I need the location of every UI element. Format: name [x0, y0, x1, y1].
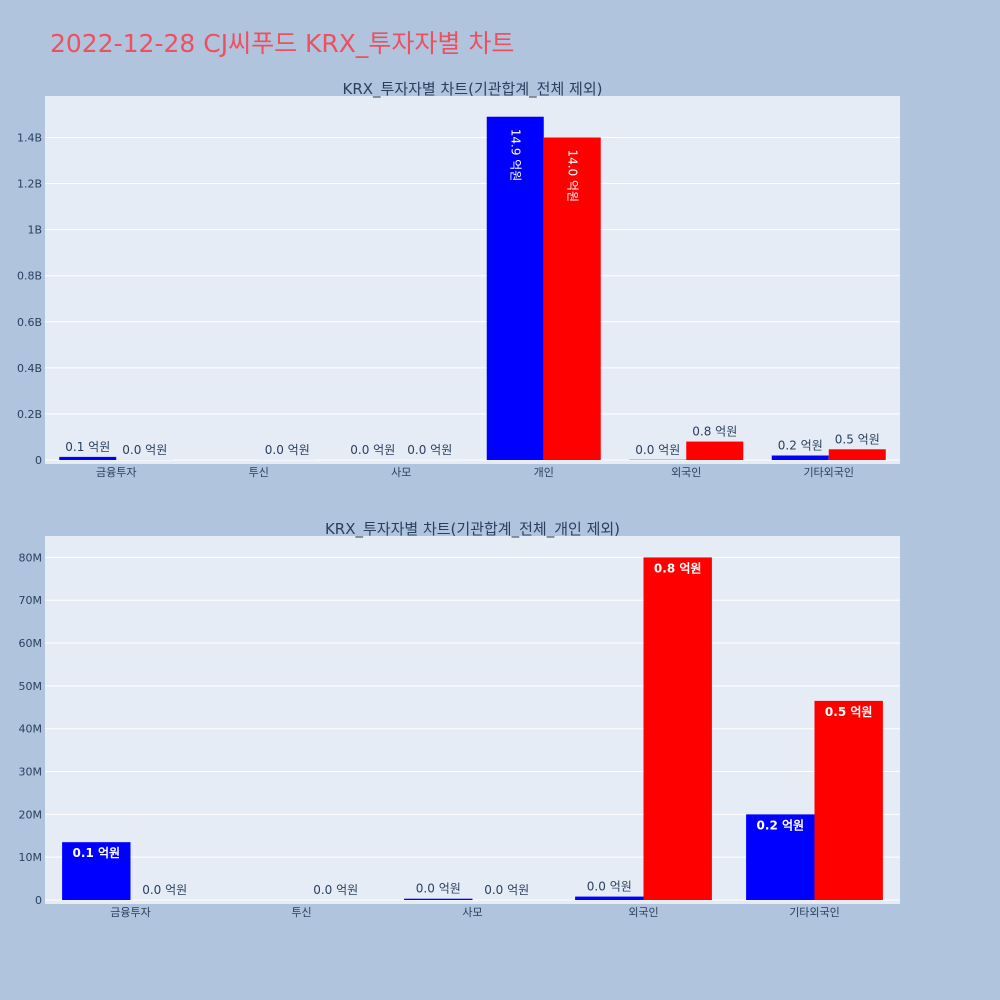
data-label: 0.0 억원 [265, 443, 310, 457]
data-label: 14.0 억원 [565, 149, 579, 202]
bar-기타외국인-1 [828, 449, 886, 460]
bar-외국인-1 [643, 557, 712, 900]
bar-개인-1 [543, 137, 601, 460]
data-label: 0.0 억원 [635, 443, 680, 457]
y-tick-label: 50M [19, 680, 43, 693]
data-label: 0.2 억원 [757, 818, 805, 832]
x-tick-label: 금융투자 [110, 906, 150, 919]
data-label: 0.0 억원 [484, 883, 529, 897]
bar-기타외국인-0 [746, 814, 815, 900]
data-label: 0.8 억원 [692, 425, 737, 439]
bar-금융투자-0 [62, 842, 131, 900]
y-tick-label: 30M [19, 766, 43, 779]
data-label: 0.5 억원 [825, 705, 873, 719]
x-tick-label: 투신 [249, 466, 269, 479]
y-tick-label: 0.8B [17, 270, 42, 283]
data-label: 0.0 억원 [416, 882, 461, 896]
data-label: 0.1 억원 [73, 846, 121, 860]
bar-기타외국인-1 [814, 700, 883, 900]
data-label: 0.0 억원 [142, 883, 187, 897]
y-tick-label: 0 [35, 894, 42, 907]
data-label: 0.0 억원 [313, 883, 358, 897]
x-tick-label: 외국인 [628, 906, 658, 919]
bar-개인-0 [486, 116, 544, 460]
x-tick-label: 투신 [291, 906, 311, 919]
data-label: 0.1 억원 [65, 440, 110, 454]
data-label: 0.0 억원 [587, 880, 632, 894]
y-tick-label: 0 [35, 454, 42, 467]
y-tick-label: 60M [19, 637, 43, 650]
y-tick-label: 1B [27, 224, 42, 237]
data-label: 0.2 억원 [778, 439, 823, 453]
x-tick-label: 기타외국인 [789, 906, 840, 919]
data-label: 0.0 억원 [350, 443, 395, 457]
y-tick-label: 70M [19, 594, 43, 607]
bar-사모-0 [404, 898, 473, 900]
bar-외국인-0 [575, 896, 644, 900]
data-label: 0.0 억원 [407, 443, 452, 457]
y-tick-label: 40M [19, 723, 43, 736]
y-tick-label: 10M [19, 851, 43, 864]
data-label: 0.0 억원 [122, 443, 167, 457]
plot-area-0 [45, 96, 900, 464]
chart-title-0: KRX_투자자별 차트(기관합계_전체 제외) [343, 80, 603, 99]
x-tick-label: 기타외국인 [803, 466, 854, 479]
x-tick-label: 사모 [391, 466, 411, 479]
y-tick-label: 0.6B [17, 316, 42, 329]
y-tick-label: 20M [19, 808, 43, 821]
chart-title-1: KRX_투자자별 차트(기관합계_전체_개인 제외) [325, 520, 620, 539]
page-title: 2022-12-28 CJ씨푸드 KRX_투자자별 차트 [50, 29, 515, 58]
data-label: 0.8 억원 [654, 561, 702, 575]
bar-기타외국인-0 [771, 455, 829, 460]
data-label: 0.5 억원 [835, 432, 880, 446]
data-label: 14.9 억원 [508, 129, 522, 182]
y-tick-label: 80M [19, 551, 43, 564]
y-tick-label: 1.2B [17, 178, 42, 191]
x-tick-label: 개인 [534, 466, 554, 479]
y-tick-label: 0.4B [17, 362, 42, 375]
x-tick-label: 외국인 [671, 466, 701, 479]
bar-금융투자-0 [59, 456, 117, 460]
x-tick-label: 금융투자 [96, 466, 136, 479]
y-tick-label: 0.2B [17, 408, 42, 421]
y-tick-label: 1.4B [17, 131, 42, 144]
bar-외국인-1 [686, 441, 744, 460]
x-tick-label: 사모 [462, 906, 482, 919]
